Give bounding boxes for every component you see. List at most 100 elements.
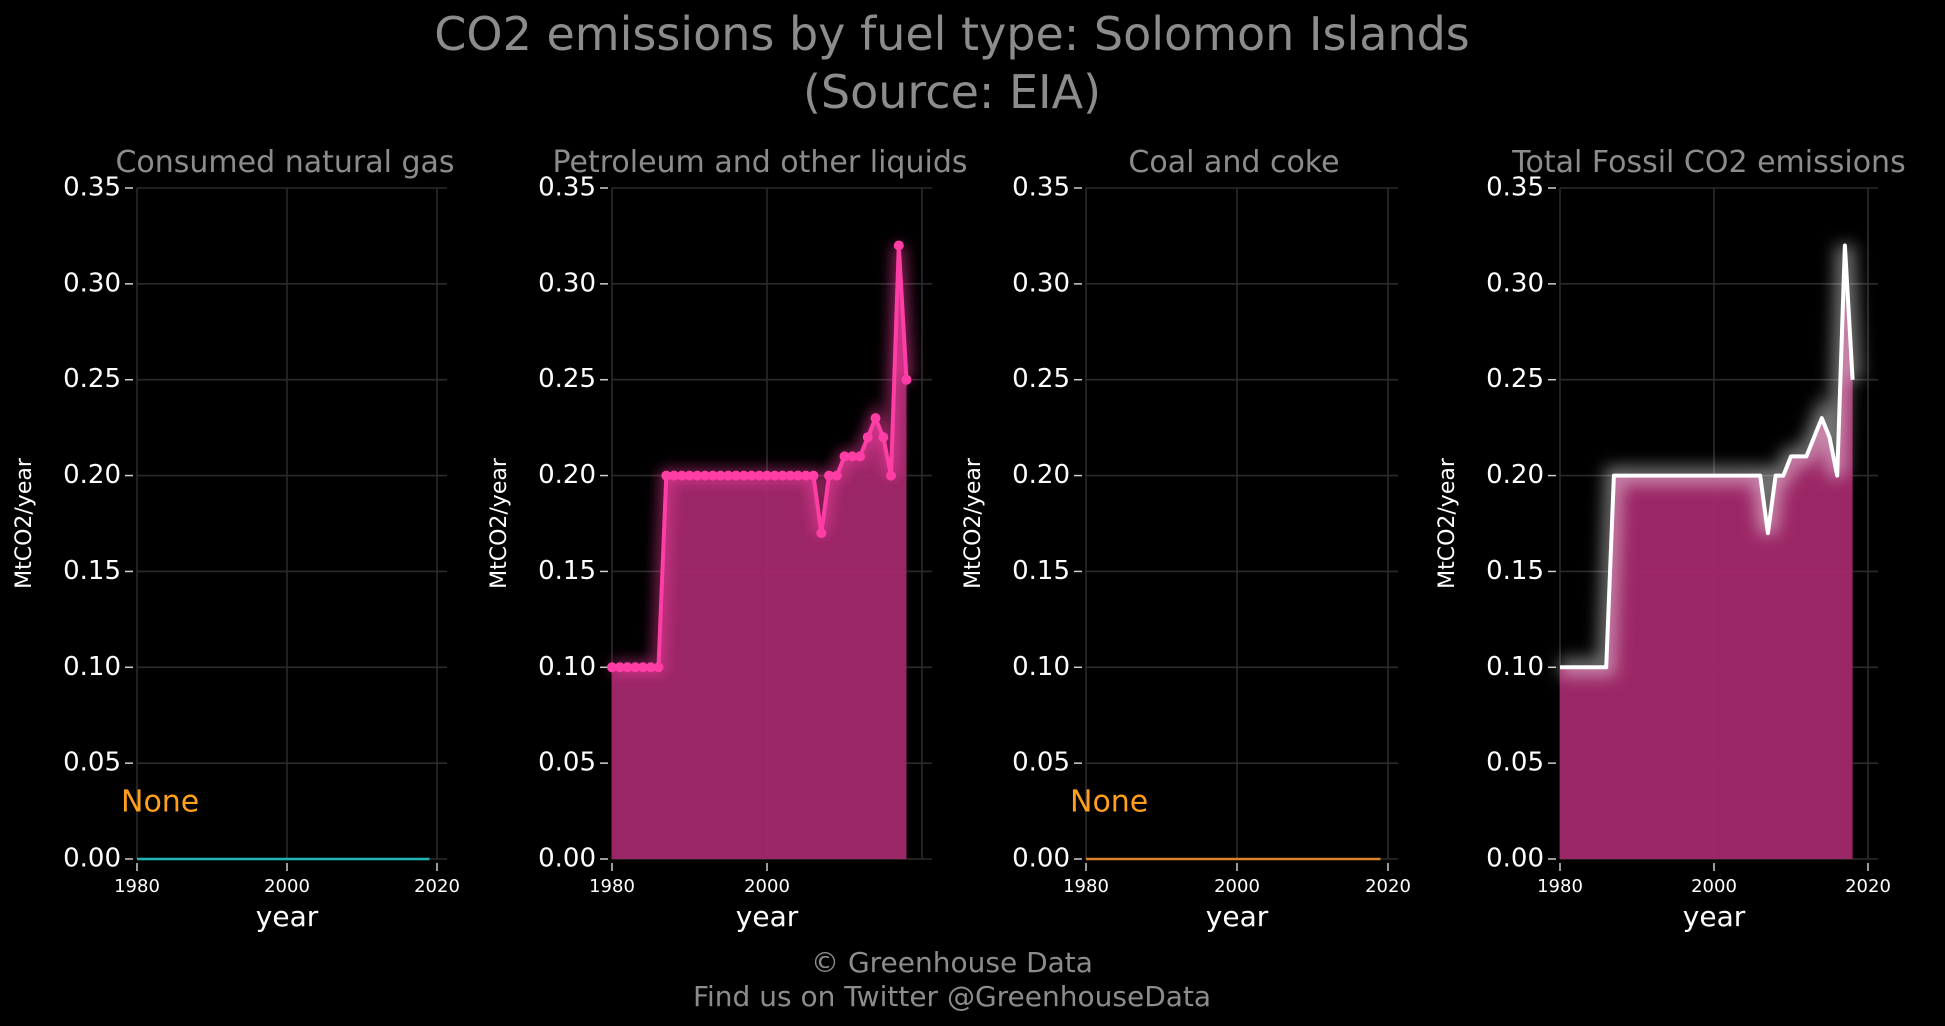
panel-2: Petroleum and other liquids 0.00 0.05 0.10 0…	[487, 145, 968, 933]
data-point	[638, 662, 648, 673]
y-axis-label: MtCO2/year	[487, 457, 512, 589]
panel-title: Consumed natural gas	[115, 145, 454, 180]
y-tick-label: 0.30	[63, 268, 121, 298]
x-axis-label: year	[256, 900, 319, 933]
x-axis-label: year	[1206, 900, 1269, 933]
x-axis-label: year	[1683, 900, 1746, 933]
x-tick-label: 2020	[414, 876, 460, 897]
y-tick-label: 0.00	[1486, 844, 1544, 874]
y-axis-label: MtCO2/year	[961, 457, 986, 589]
data-point	[862, 432, 873, 443]
data-point	[692, 470, 703, 481]
data-point	[785, 470, 796, 481]
x-tick-label: 2000	[1214, 876, 1260, 897]
data-point	[676, 470, 687, 481]
panel-title: Total Fossil CO2 emissions	[1511, 145, 1905, 180]
y-tick-label: 0.15	[1012, 556, 1070, 586]
data-point	[816, 528, 827, 539]
data-point	[839, 451, 850, 462]
data-point	[855, 451, 865, 462]
data-point	[769, 470, 780, 481]
footer-credit: © Greenhouse Data	[811, 946, 1093, 979]
y-tick-label: 0.10	[1012, 652, 1070, 682]
y-tick-label: 0.25	[1486, 364, 1544, 394]
data-point	[886, 470, 896, 481]
footer-twitter: Find us on Twitter @GreenhouseData	[693, 980, 1211, 1013]
series-line	[1560, 243, 1855, 670]
data-point	[831, 470, 842, 481]
data-point	[746, 470, 757, 481]
data-point	[901, 374, 912, 385]
y-tick-label: 0.05	[1486, 748, 1544, 778]
data-point	[661, 470, 672, 481]
none-annotation: None	[1070, 784, 1148, 819]
y-tick-label: 0.35	[538, 173, 596, 203]
x-tick-label: 2000	[264, 876, 310, 897]
data-point	[777, 470, 788, 481]
chart-subtitle: (Source: EIA)	[803, 65, 1101, 119]
y-tick-label: 0.20	[63, 460, 121, 490]
y-tick-label: 0.20	[538, 460, 596, 490]
data-point	[870, 413, 881, 424]
x-tick-label: 2000	[744, 876, 790, 897]
y-tick-label: 0.00	[1012, 844, 1070, 874]
data-point	[715, 470, 726, 481]
x-tick-label: 1980	[1537, 876, 1583, 897]
y-axis-label: MtCO2/year	[12, 457, 37, 589]
y-tick-label: 0.05	[1012, 748, 1070, 778]
panel-title: Petroleum and other liquids	[552, 145, 967, 180]
y-tick-label: 0.05	[538, 748, 596, 778]
y-tick-label: 0.35	[63, 173, 121, 203]
x-tick-label: 1980	[114, 876, 160, 897]
x-tick-label: 2020	[1365, 876, 1411, 897]
data-point	[707, 470, 718, 481]
y-tick-label: 0.25	[538, 364, 596, 394]
panel-1: Consumed natural gas 0.00 0.05 0.10 0.15 0.20…	[12, 145, 460, 933]
data-point	[684, 470, 695, 481]
y-tick-label: 0.35	[1486, 173, 1544, 203]
panel-4: Total Fossil CO2 emissions 0.00 0.05 0.10 0.…	[1435, 145, 1906, 933]
x-tick-label: 2000	[1691, 876, 1737, 897]
data-point	[614, 662, 625, 673]
data-point	[762, 470, 772, 481]
y-tick-label: 0.25	[63, 364, 121, 394]
panels: Consumed natural gas 0.00 0.05 0.10 0.15 0.20…	[12, 145, 1906, 933]
y-tick-label: 0.20	[1486, 460, 1544, 490]
series-area	[612, 245, 907, 859]
y-tick-label: 0.30	[1486, 268, 1544, 298]
y-tick-label: 0.10	[63, 652, 121, 682]
series-area	[1560, 245, 1853, 859]
y-tick-label: 0.00	[63, 844, 121, 874]
data-point	[630, 662, 641, 673]
data-point	[824, 470, 834, 481]
data-point	[607, 662, 617, 673]
y-tick-label: 0.25	[1012, 364, 1070, 394]
data-point	[893, 240, 904, 251]
y-tick-label: 0.15	[1486, 556, 1544, 586]
data-point	[700, 470, 710, 481]
data-point	[793, 470, 803, 481]
data-point	[645, 662, 656, 673]
y-axis-label: MtCO2/year	[1435, 457, 1460, 589]
y-tick-label: 0.05	[63, 748, 121, 778]
y-tick-label: 0.15	[63, 556, 121, 586]
panel-title: Coal and coke	[1128, 145, 1339, 180]
x-tick-label: 2020	[1845, 876, 1891, 897]
x-tick-label: 1980	[589, 876, 635, 897]
data-point	[847, 451, 858, 462]
data-point	[754, 470, 765, 481]
y-tick-label: 0.10	[538, 652, 596, 682]
data-point	[669, 470, 679, 481]
x-axis-label: year	[736, 900, 799, 933]
panel-3: Coal and coke 0.00 0.05 0.10 0.15 0.20 0.25 0.3…	[961, 145, 1411, 933]
data-point	[738, 470, 749, 481]
y-tick-label: 0.15	[538, 556, 596, 586]
data-point	[808, 470, 819, 481]
data-point	[878, 432, 889, 443]
y-tick-label: 0.30	[1012, 268, 1070, 298]
data-point	[723, 470, 734, 481]
data-point	[622, 662, 633, 673]
data-point	[653, 662, 664, 673]
y-tick-label: 0.20	[1012, 460, 1070, 490]
